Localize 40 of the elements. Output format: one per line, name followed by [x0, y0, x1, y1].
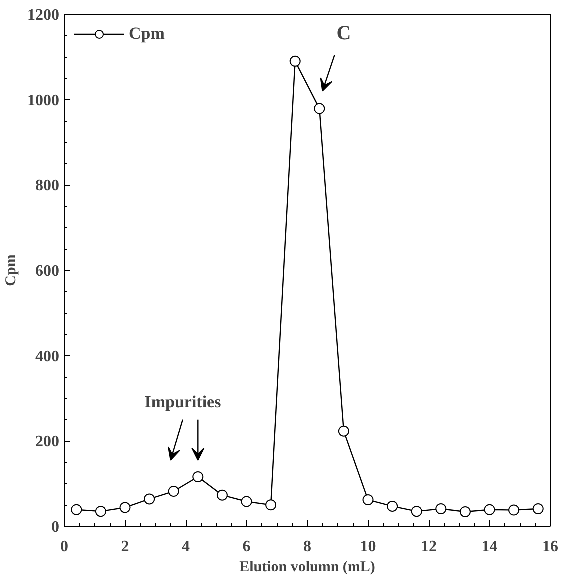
point — [144, 494, 156, 505]
y-tick-label: 600 — [36, 263, 60, 280]
x-axis-title: Elution volumn (mL) — [240, 560, 376, 576]
y-tick-label: 1200 — [28, 7, 60, 24]
y-axis-title: Cpm — [4, 254, 20, 286]
y-tick-label: 0 — [52, 519, 60, 536]
y-tick-label: 400 — [36, 348, 60, 366]
x-tick-label: 6 — [242, 538, 251, 556]
annotation: C — [336, 22, 352, 44]
point — [241, 496, 252, 508]
x-tick-label: 14 — [482, 538, 498, 556]
point — [362, 494, 374, 506]
point — [532, 504, 544, 514]
point — [71, 504, 82, 516]
x-tick-label: 10 — [360, 538, 376, 556]
point — [168, 486, 180, 498]
point — [411, 506, 422, 518]
point — [508, 504, 520, 516]
point — [314, 103, 326, 114]
point — [484, 504, 496, 516]
x-tick-label: 12 — [421, 538, 437, 556]
x-tick-label: 16 — [542, 538, 558, 556]
legend-label: Cpm — [129, 24, 165, 44]
y-tick-label: 200 — [36, 434, 60, 451]
point — [266, 500, 277, 511]
point — [436, 504, 447, 514]
annotation: Impurities — [144, 392, 222, 412]
point — [338, 426, 350, 437]
point — [387, 500, 398, 512]
point — [216, 490, 228, 501]
y-tick-label: 800 — [36, 178, 60, 195]
point — [290, 56, 301, 67]
point — [95, 506, 106, 518]
x-tick-label: 8 — [304, 538, 312, 556]
x-tick-label: 4 — [182, 538, 190, 556]
point — [460, 506, 471, 518]
point — [192, 472, 204, 482]
point — [120, 502, 131, 514]
x-tick-label: 2 — [121, 538, 130, 556]
y-tick-label: 1000 — [28, 92, 60, 110]
